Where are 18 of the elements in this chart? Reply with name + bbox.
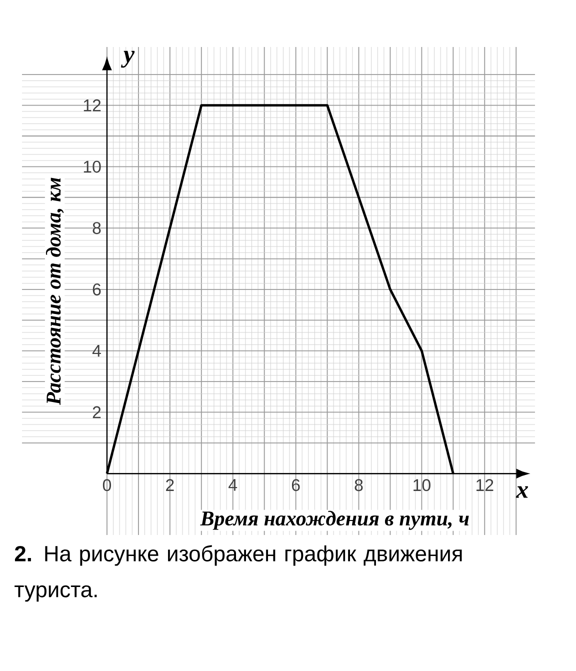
x-tick-label: 8 (354, 479, 363, 492)
y-tick-label: 8 (92, 222, 101, 234)
x-tick-label: 12 (476, 479, 494, 491)
x-tick-label: 0 (102, 479, 112, 492)
y-tick-label: 12 (84, 99, 101, 112)
x-tick-label: 2 (166, 479, 174, 491)
annotation: x (516, 486, 528, 498)
text: 2. На рисунке изображен график движения туриста. (14, 545, 462, 602)
y-tick-label: 6 (92, 283, 101, 296)
x-tick-label: 6 (292, 479, 300, 492)
y-tick-label: 4 (92, 345, 101, 357)
y-tick-label: 10 (84, 160, 101, 173)
x-axis-title: Время нахождения в пути, ч (200, 510, 469, 530)
x-tick-label: 10 (414, 479, 430, 492)
x-tick-label: 4 (228, 479, 238, 491)
annotation: y (120, 50, 135, 68)
y-tick-label: 2 (92, 406, 101, 418)
y-axis-title: Расстояние от дома, км (46, 178, 64, 405)
